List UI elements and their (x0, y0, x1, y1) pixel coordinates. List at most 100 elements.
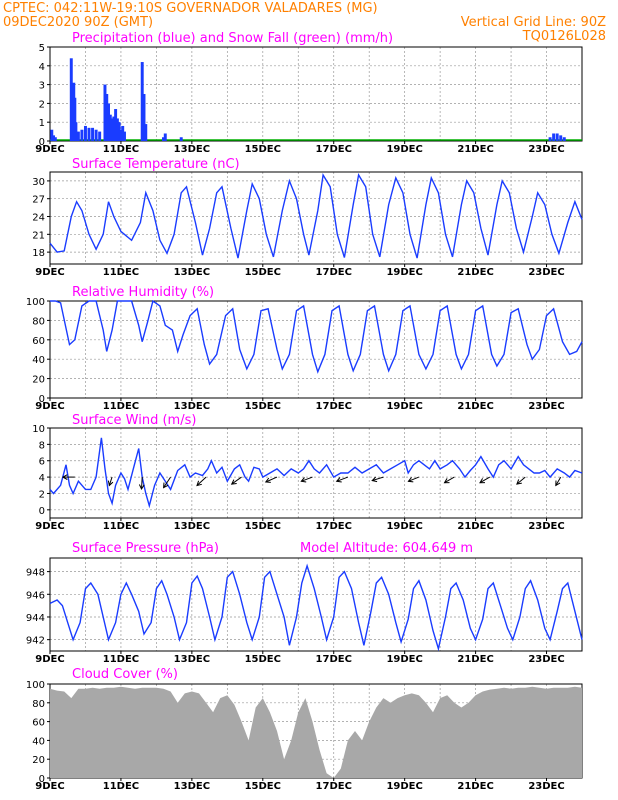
wind-arrow-head (107, 480, 114, 487)
panel-title: Surface Pressure (hPa) (72, 541, 219, 556)
precip-bar (94, 129, 98, 141)
x-tick-label: 23DEC (528, 144, 564, 155)
precip-bar (76, 131, 80, 141)
wind-arrow-head (443, 478, 450, 484)
y-tick-label: 40 (32, 736, 45, 747)
precip-bar (114, 109, 118, 141)
wind-arrow-head (479, 478, 486, 484)
y-tick-label: 100 (26, 297, 45, 308)
grid (49, 427, 583, 518)
y-tick-label: 0 (39, 506, 45, 517)
panel-2: Surface Temperature (nC) 18 21 24 27 30 9DEC 11… (32, 157, 583, 278)
x-tick-label: 13DEC (174, 521, 210, 532)
precip-bar (110, 118, 114, 141)
x-tick-label: 21DEC (457, 781, 493, 792)
x-tick-label: 11DEC (103, 401, 139, 412)
wind-arrow-head (371, 476, 378, 483)
precip-bar (562, 137, 566, 141)
panel-title: Surface Wind (m/s) (72, 413, 196, 428)
y-tick-label: 100 (26, 680, 45, 691)
precip-bar (80, 129, 84, 141)
y-tick-label: 40 (32, 355, 45, 366)
wind-arrow-shaft (372, 476, 384, 482)
x-tick-label: 17DEC (316, 654, 352, 665)
precip-bar (98, 131, 102, 141)
y-tick-label: 24 (32, 213, 45, 224)
precip-bar (108, 114, 112, 141)
wind-arrow-head (516, 479, 522, 485)
y-tick-label: 30 (32, 177, 45, 188)
precip-bar (123, 131, 126, 141)
wind-arrow-shaft (108, 476, 113, 486)
plot-area (50, 58, 582, 141)
precip-bar (162, 137, 165, 141)
plot-area (49, 563, 583, 652)
y-tick-label: 20 (32, 375, 45, 386)
x-tick-label: 19DEC (386, 401, 422, 412)
x-tick-label: 11DEC (103, 144, 139, 155)
x-tick-label: 21DEC (457, 267, 493, 278)
x-tick-label: 13DEC (174, 781, 210, 792)
y-tick-label: 942 (26, 636, 45, 647)
x-tick-label: 9DEC (35, 781, 64, 792)
panels: Precipitation (blue) and Snow Fall (gree… (26, 31, 583, 792)
x-tick-label: 17DEC (316, 267, 352, 278)
wind-arrow-head (138, 484, 145, 491)
wind-arrow-head (196, 480, 202, 487)
x-tick-label: 9DEC (35, 267, 64, 278)
x-tick-label: 11DEC (103, 781, 139, 792)
x-tick-label: 21DEC (457, 144, 493, 155)
plot-frame (49, 427, 583, 519)
wind-arrow-shaft (141, 477, 143, 490)
wind-arrow-shaft (408, 476, 420, 482)
x-tick-label: 9DEC (35, 144, 64, 155)
y-tick-label: 27 (32, 195, 45, 206)
header-station: CPTEC: 042:11W-19:10S GOVERNADOR VALADAR… (3, 1, 378, 16)
y-tick-label: 0 (39, 774, 45, 785)
x-tick-label: 15DEC (245, 401, 281, 412)
precip-bar (50, 129, 54, 141)
panel-title: Surface Temperature (nC) (72, 157, 240, 172)
wind-arrow-shaft (444, 476, 455, 484)
wind-arrow-shaft (163, 476, 172, 488)
header-model-id: TQ0126L028 (522, 29, 606, 44)
series-line (49, 172, 583, 259)
x-tick-label: 9DEC (35, 401, 64, 412)
precip-bar (179, 137, 183, 141)
x-tick-label: 15DEC (245, 144, 281, 155)
panel-title: Precipitation (blue) and Snow Fall (gree… (72, 31, 393, 46)
y-tick-label: 20 (32, 755, 45, 766)
wind-arrow-head (335, 477, 342, 483)
x-tick-label: 15DEC (245, 267, 281, 278)
y-tick-label: 2 (39, 99, 45, 110)
panel-title: Relative Humidity (%) (72, 285, 214, 300)
precip-bar (87, 127, 91, 141)
x-tick-label: 13DEC (174, 267, 210, 278)
precip-bar (112, 116, 116, 141)
x-tick-label: 9DEC (35, 654, 64, 665)
x-tick-label: 9DEC (35, 521, 64, 532)
precip-bar (52, 135, 56, 141)
wind-arrow-shaft (336, 476, 349, 482)
panel-6: Cloud Cover (%) 0 20 40 60 80 100 9DEC 11DEC 13DE… (26, 667, 583, 792)
y-tick-label: 3 (39, 81, 45, 92)
panel-1: Precipitation (blue) and Snow Fall (gree… (35, 31, 583, 155)
y-tick-label: 946 (26, 590, 45, 601)
x-tick-label: 17DEC (316, 401, 352, 412)
precip-bar (548, 137, 552, 141)
precip-bar (144, 124, 148, 141)
grid (49, 558, 583, 651)
wind-arrow-head (163, 482, 169, 489)
wind-arrow-head (407, 477, 414, 483)
x-tick-label: 13DEC (174, 654, 210, 665)
x-tick-label: 19DEC (386, 144, 422, 155)
y-tick-label: 4 (39, 473, 45, 484)
panel-5: Surface Pressure (hPa) Model Altitude: 60… (26, 541, 583, 665)
precip-bar (559, 135, 563, 141)
precip-bar (552, 133, 556, 141)
y-tick-label: 21 (32, 230, 45, 241)
plot-frame (49, 46, 583, 142)
x-tick-label: 23DEC (528, 521, 564, 532)
x-tick-label: 17DEC (316, 781, 352, 792)
